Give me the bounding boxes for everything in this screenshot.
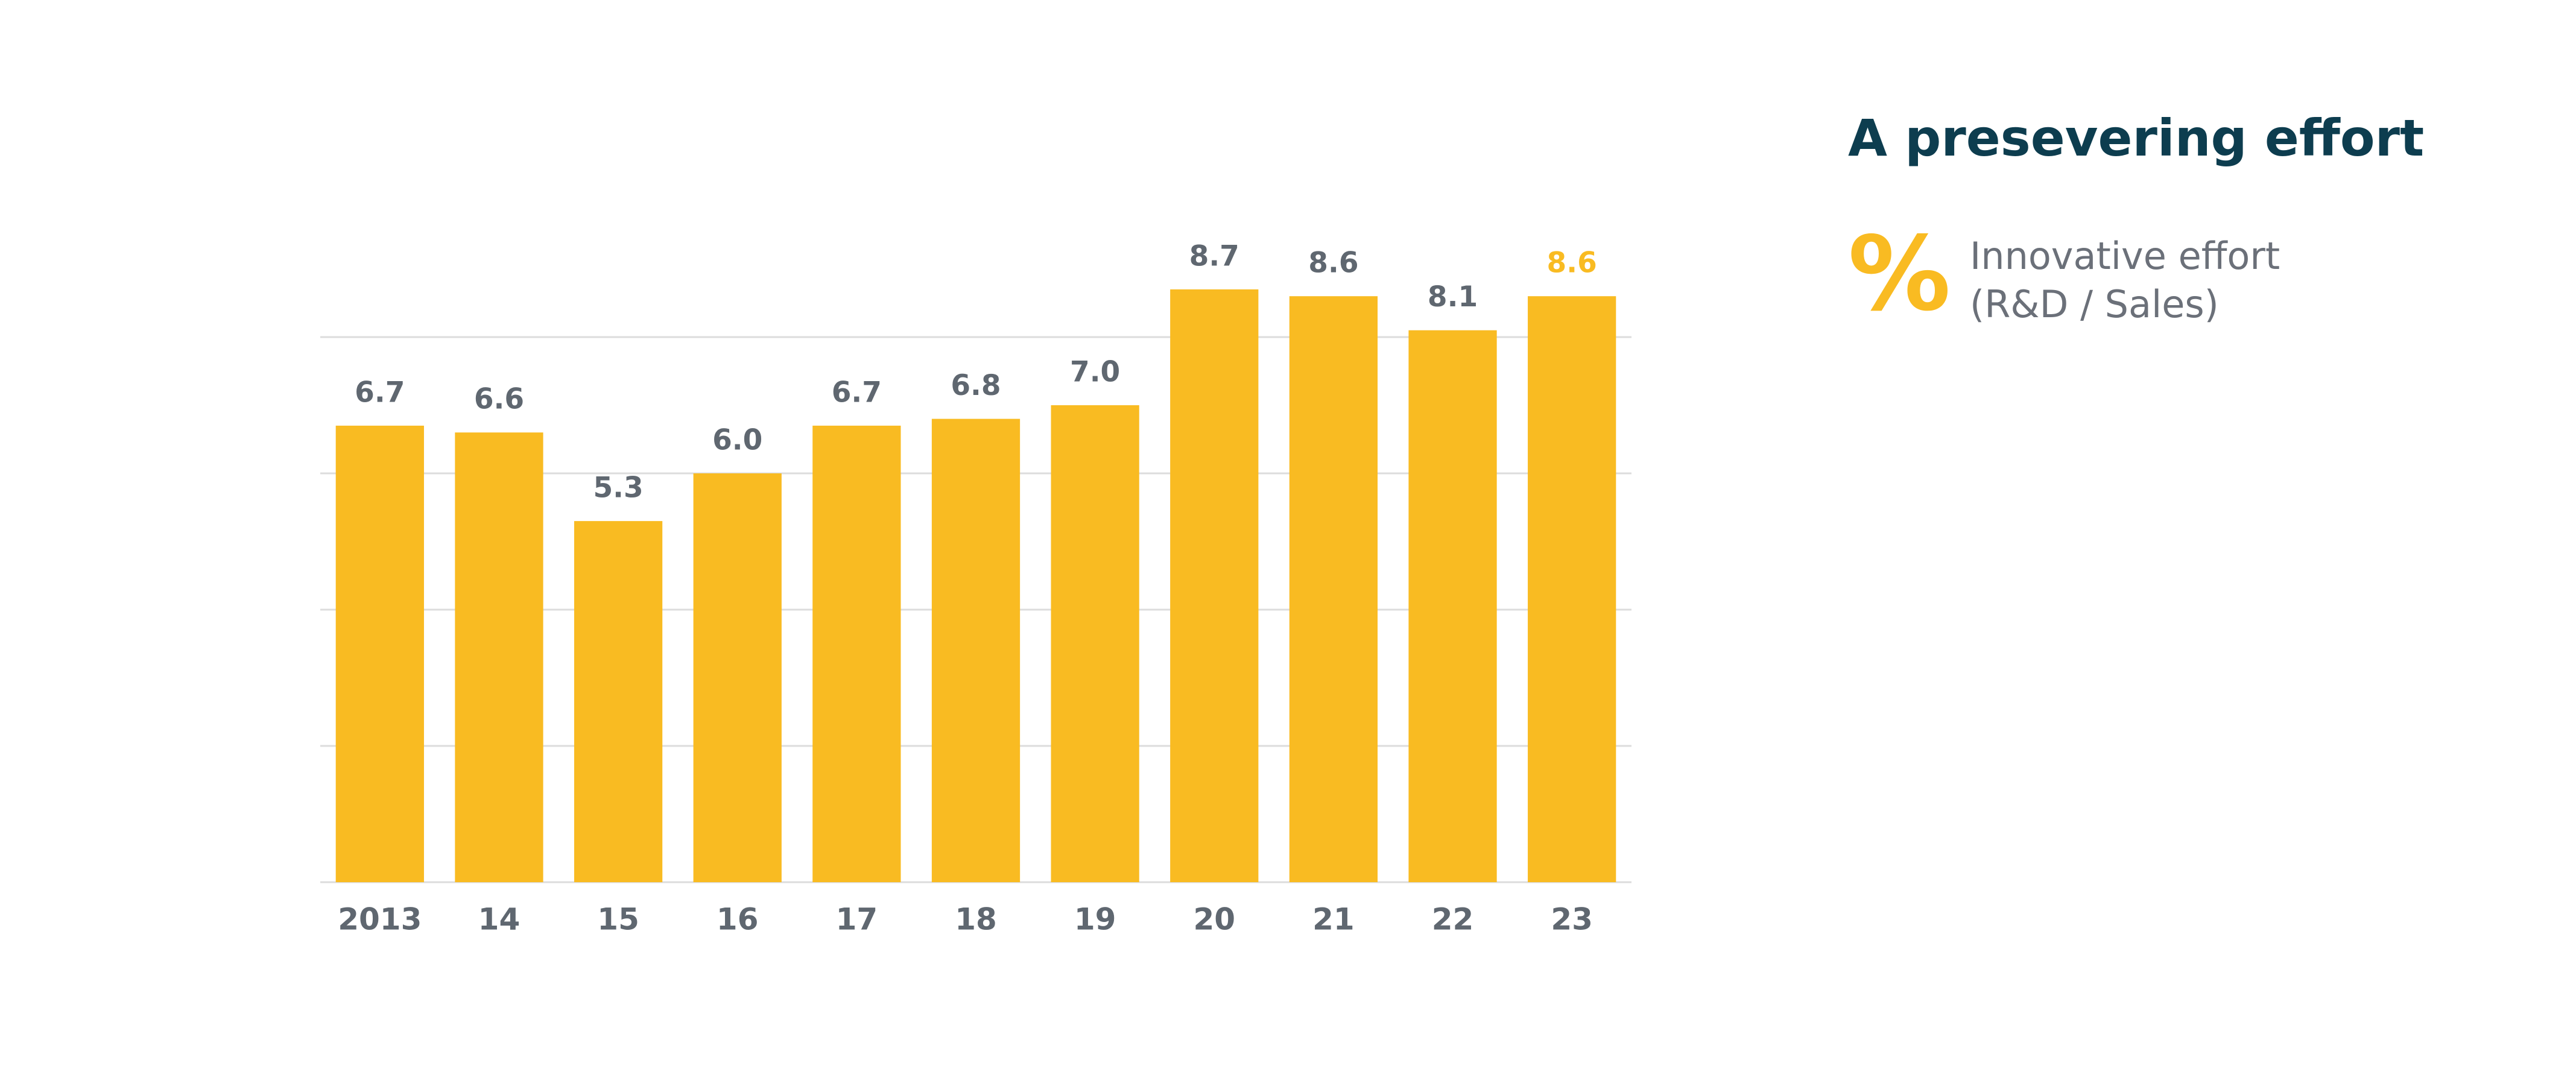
value-label: 6.7 bbox=[355, 376, 405, 409]
value-label: 6.6 bbox=[474, 383, 524, 416]
x-tick-label: 21 bbox=[1312, 902, 1355, 937]
bar bbox=[1170, 289, 1259, 882]
x-tick-label: 15 bbox=[597, 902, 639, 937]
bar bbox=[455, 432, 543, 882]
bar bbox=[693, 473, 782, 882]
bar bbox=[335, 425, 424, 882]
bar bbox=[812, 425, 901, 882]
x-tick-label: 18 bbox=[955, 902, 997, 937]
x-tick-label: 14 bbox=[478, 902, 521, 937]
bar bbox=[574, 521, 663, 882]
value-label: 8.6 bbox=[1547, 247, 1597, 280]
value-label: 8.1 bbox=[1428, 280, 1478, 314]
value-label: 7.0 bbox=[1070, 356, 1120, 389]
value-label: 6.7 bbox=[832, 376, 882, 409]
bar bbox=[1289, 296, 1378, 882]
bar bbox=[931, 418, 1021, 882]
unit-symbol: % bbox=[1848, 215, 1951, 334]
value-label: 6.0 bbox=[712, 424, 762, 457]
x-tick-label: 22 bbox=[1432, 902, 1474, 937]
chart-title: A presevering effort bbox=[1848, 109, 2425, 168]
value-label: 5.3 bbox=[593, 472, 643, 505]
x-tick-label: 2013 bbox=[338, 902, 422, 937]
bar bbox=[1051, 405, 1139, 882]
x-tick-label: 16 bbox=[717, 902, 759, 937]
bar bbox=[1408, 330, 1497, 882]
bar bbox=[1528, 296, 1616, 882]
value-label: 8.6 bbox=[1308, 247, 1358, 280]
x-tick-label: 23 bbox=[1551, 902, 1593, 937]
legend-label: Innovative effort (R&D / Sales) bbox=[1970, 234, 2280, 326]
value-label: 8.7 bbox=[1189, 239, 1239, 273]
x-tick-label: 20 bbox=[1193, 902, 1235, 937]
x-tick-label: 17 bbox=[836, 902, 878, 937]
x-tick-label: 19 bbox=[1074, 902, 1116, 937]
value-label: 6.8 bbox=[951, 369, 1001, 402]
